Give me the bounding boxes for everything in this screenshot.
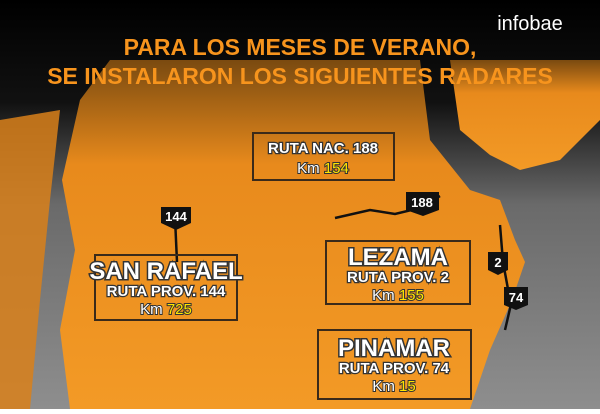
chile (0, 110, 60, 409)
route: RUTA PROV. 2 (347, 269, 449, 286)
shield: 2 (488, 252, 508, 275)
place: PINAMAR (338, 335, 450, 362)
uruguay (450, 60, 600, 170)
km: Km 155 (372, 287, 424, 304)
radar-box (317, 329, 472, 400)
km: Km 154 (297, 160, 349, 177)
svg-text:188: 188 (411, 195, 433, 210)
svg-text:2: 2 (494, 255, 501, 270)
labels: infobae PARA LOS MESES DE VERANO, SE INS… (47, 13, 563, 400)
shield: 188 (406, 192, 439, 216)
title: SE INSTALARON LOS SIGUIENTES RADARES (47, 63, 553, 89)
route: RUTA PROV. 74 (339, 360, 450, 377)
radar-box (94, 254, 238, 321)
km: Km 725 (140, 301, 192, 318)
route: RUTA NAC. 188 (268, 140, 378, 157)
svg-text:144: 144 (165, 209, 187, 224)
km: Km 15 (372, 378, 415, 395)
radar-box (252, 132, 395, 181)
place: SAN RAFAEL (89, 258, 242, 285)
title: PARA LOS MESES DE VERANO, (124, 34, 477, 60)
brand: infobae (497, 13, 563, 35)
radar-box (325, 240, 471, 305)
shield: 144 (161, 207, 191, 230)
route: RUTA PROV. 144 (107, 283, 226, 300)
svg-text:74: 74 (509, 290, 524, 305)
place: LEZAMA (348, 244, 448, 271)
shield: 74 (504, 287, 528, 310)
argentina (60, 60, 525, 409)
